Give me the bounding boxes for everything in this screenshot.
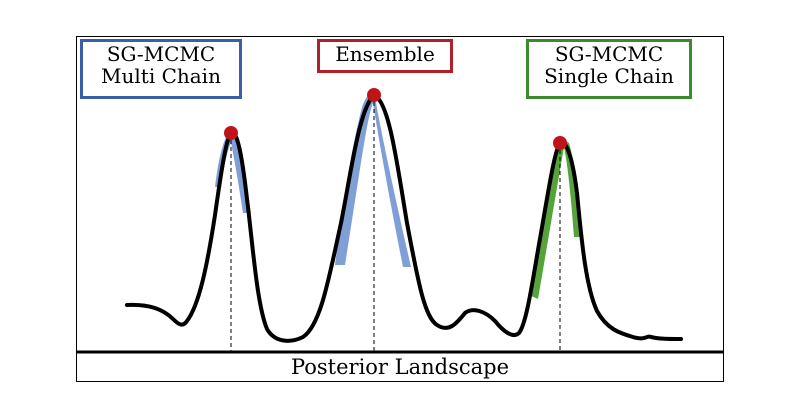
mode-marker-1 [224,126,238,140]
mode-marker-3 [553,136,567,150]
posterior-curve [125,93,683,343]
multi-chain-line1: SG-MCMC [106,42,216,66]
label-sgmcmc-multi-chain: SG-MCMC Multi Chain [80,39,242,99]
posterior-diagram [77,88,723,354]
x-axis-label: Posterior Landscape [290,355,510,379]
figure-frame: SG-MCMC Multi Chain Ensemble SG-MCMC Sin… [76,36,724,382]
single-chain-line2: Single Chain [544,64,674,88]
label-ensemble: Ensemble [317,39,453,73]
mode-marker-2 [367,88,381,102]
label-sgmcmc-single-chain: SG-MCMC Single Chain [526,39,692,99]
single-chain-samples [529,141,580,299]
ensemble-text: Ensemble [335,42,435,66]
single-chain-line1: SG-MCMC [554,42,664,66]
multi-chain-line2: Multi Chain [101,64,221,88]
